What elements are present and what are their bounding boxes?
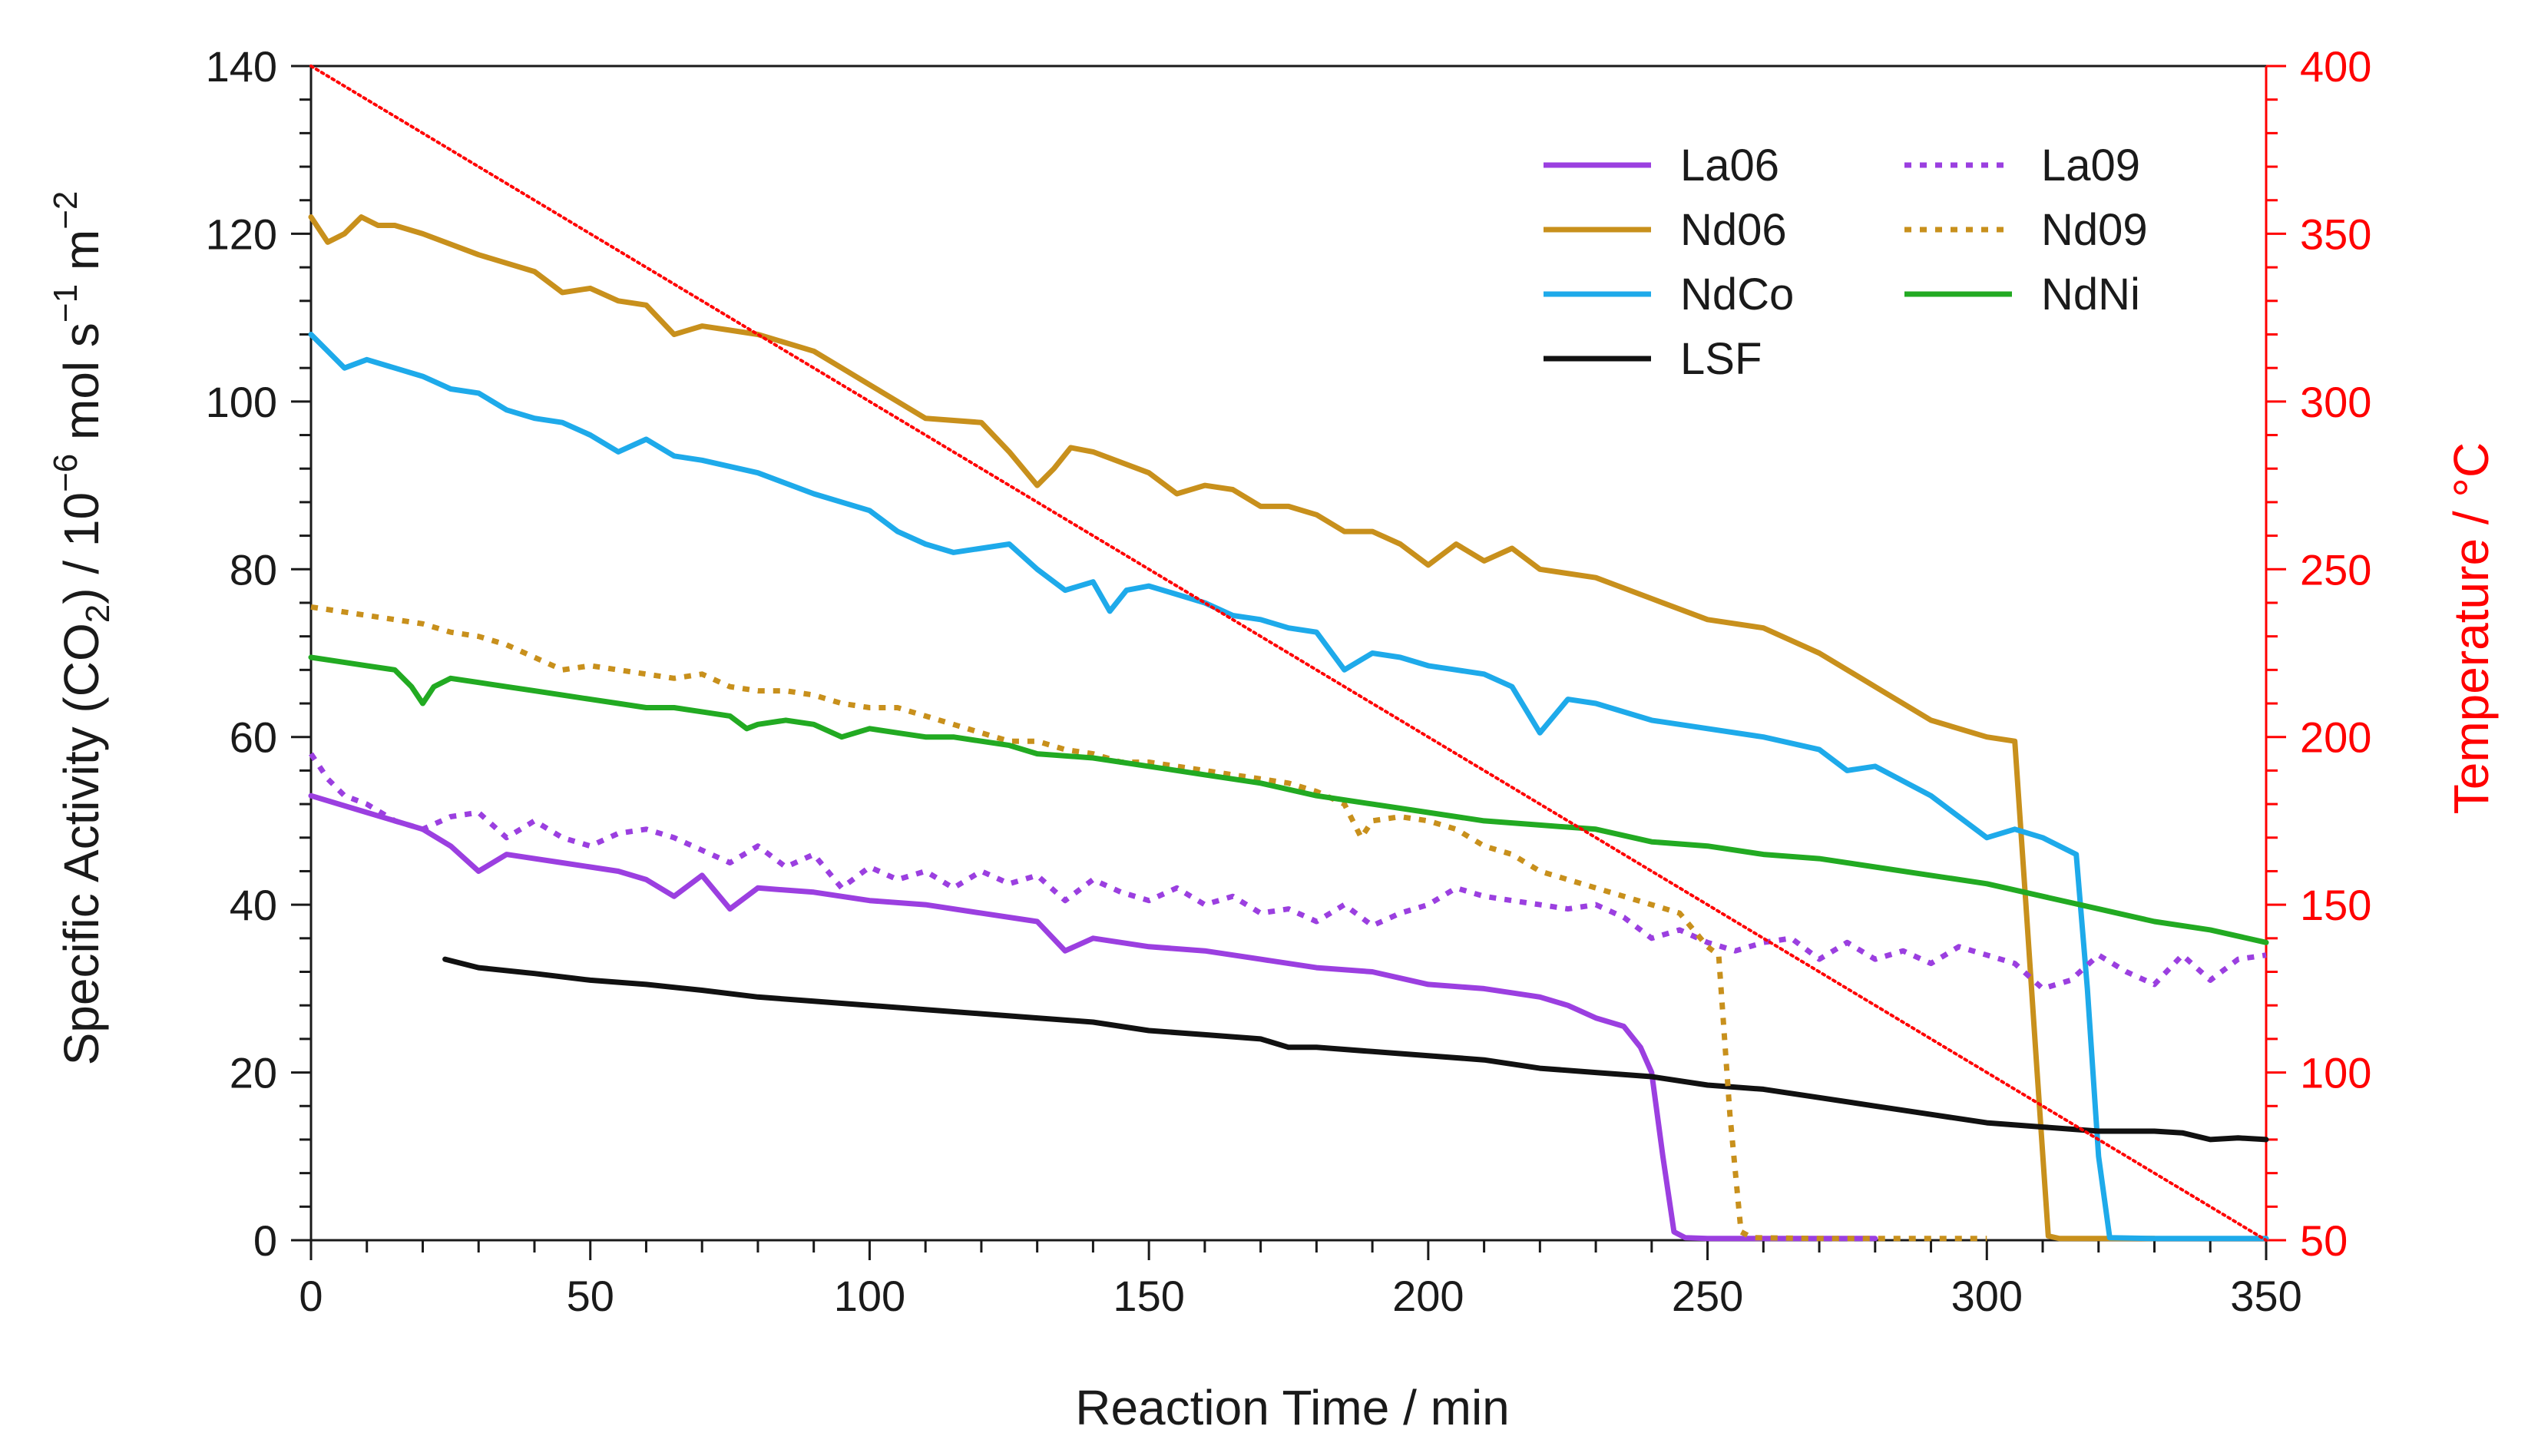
axes-layer: 0 50 100 150 200 250 300 350 0 20 40 60 80 100 120 140 5… <box>206 42 2372 1320</box>
x-tick-label: 50 <box>567 1272 614 1320</box>
y-axis-title-unit2: m <box>54 230 109 284</box>
y-axis-title-sup3: −2 <box>47 191 84 230</box>
legend-label-la06: La06 <box>1680 141 1779 190</box>
y2-tick-label: 100 <box>2300 1049 2371 1097</box>
y-axis-title-main: Specific Activity (CO <box>54 623 109 1065</box>
y-axis-title-sup1: −6 <box>47 454 84 492</box>
legend-label-ndni: NdNi <box>2041 270 2140 319</box>
x-tick-label: 100 <box>834 1272 905 1320</box>
legend: La06 Nd06 NdCo LSF La09 Nd09 NdNi <box>1544 141 2148 384</box>
x-tick-label: 200 <box>1392 1272 1464 1320</box>
y-axis-title: Specific Activity (CO2) / 10−6 mol s−1 m… <box>47 191 117 1066</box>
series-line-la09 <box>309 752 2267 991</box>
x-tick-label: 150 <box>1113 1272 1184 1320</box>
y-tick-label: 60 <box>230 713 277 762</box>
legend-label-la09: La09 <box>2041 141 2140 190</box>
legend-label-lsf: LSF <box>1680 334 1762 384</box>
series-line-nd09 <box>310 604 1987 1242</box>
y2-tick-label: 50 <box>2300 1216 2348 1265</box>
y2-tick-label: 150 <box>2300 881 2371 929</box>
y-tick-label: 100 <box>206 378 277 426</box>
series-line-lsf <box>442 956 2269 1143</box>
y-axis-title-sub: 2 <box>79 604 117 623</box>
legend-label-ndco: NdCo <box>1680 270 1794 319</box>
x-tick-label: 350 <box>2230 1272 2301 1320</box>
y2-tick-label: 400 <box>2300 42 2371 91</box>
y2-axis-title: Temperature / °C <box>2444 442 2499 814</box>
y-tick-label: 0 <box>253 1216 277 1265</box>
y2-tick-label: 200 <box>2300 713 2371 762</box>
series-layer <box>308 65 2269 1242</box>
x-tick-label: 250 <box>1672 1272 1743 1320</box>
series-line-ndco <box>308 332 2269 1242</box>
x-tick-label: 300 <box>1951 1272 2023 1320</box>
y-axis-title-mid: ) / 10 <box>54 492 109 604</box>
y-tick-label: 80 <box>230 545 277 594</box>
y-tick-label: 20 <box>230 1049 277 1097</box>
legend-label-nd06: Nd06 <box>1680 205 1787 255</box>
legend-label-nd09: Nd09 <box>2041 205 2148 255</box>
y2-tick-label: 350 <box>2300 210 2371 258</box>
y-axis-title-sup2: −1 <box>47 284 84 323</box>
y-tick-label: 140 <box>206 42 277 91</box>
series-line-ndni <box>308 654 2269 945</box>
y2-tick-label: 300 <box>2300 378 2371 426</box>
series-line-la06 <box>308 793 1878 1242</box>
y-tick-label: 120 <box>206 210 277 258</box>
series-line-temperature <box>309 65 2268 1242</box>
y2-tick-label: 250 <box>2300 545 2371 594</box>
x-axis-title: Reaction Time / min <box>1075 1380 1510 1435</box>
y-axis-title-unit1: mol s <box>54 323 109 454</box>
x-tick-label: 0 <box>299 1272 323 1320</box>
series-line-nd06 <box>308 214 2157 1242</box>
y-tick-label: 40 <box>230 881 277 929</box>
